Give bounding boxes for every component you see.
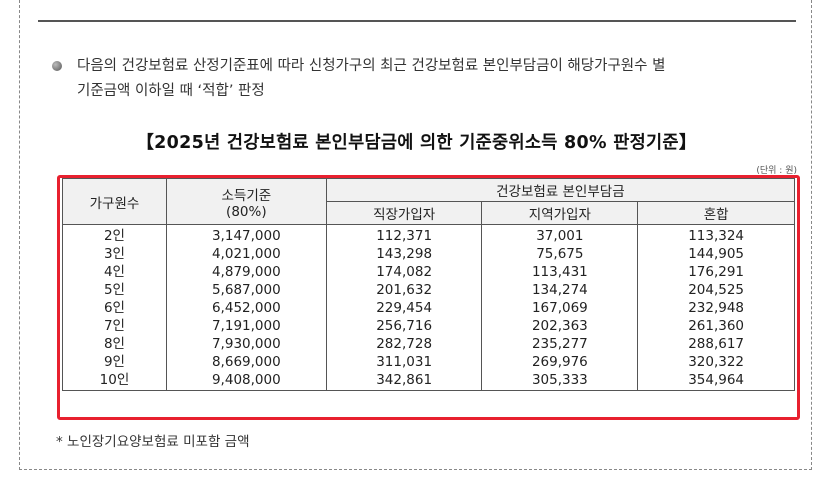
cell-mixed: 288,617 [637, 335, 795, 354]
table-row: 7인 7,191,000 256,716 202,363 261,360 [62, 317, 795, 336]
table-row: 2인 3,147,000 112,371 37,001 113,324 [62, 224, 795, 246]
cell-regional: 235,277 [481, 335, 639, 354]
table-row: 10인 9,408,000 342,861 305,333 354,964 [62, 371, 795, 391]
top-divider [38, 20, 796, 22]
unit-label: (단위 : 원) [756, 166, 797, 176]
cell-employee: 229,454 [325, 299, 483, 318]
header-row-2: 직장가입자 지역가입자 혼합 [63, 201, 795, 225]
header-income: 소득기준 (80%) [165, 178, 327, 225]
footnote: * 노인장기요양보험료 미포함 금액 [56, 434, 250, 450]
criteria-table-wrapper: 가구원수 소득기준 (80%) 건강보험료 본인부담금 직장가입자 지역가입자 … [62, 178, 796, 391]
cell-regional: 134,274 [481, 281, 639, 300]
cell-mixed: 176,291 [637, 263, 795, 282]
cell-employee: 256,716 [325, 317, 483, 336]
cell-income: 7,930,000 [165, 335, 327, 354]
cell-income: 9,408,000 [165, 371, 327, 391]
cell-employee: 342,861 [325, 371, 483, 391]
criteria-table: 가구원수 소득기준 (80%) 건강보험료 본인부담금 직장가입자 지역가입자 … [62, 178, 796, 391]
cell-household: 3인 [62, 245, 167, 264]
cell-income: 7,191,000 [165, 317, 327, 336]
intro-line-1: 다음의 건강보험료 산정기준표에 따라 신청가구의 최근 건강보험료 본인부담금… [77, 58, 666, 74]
cell-employee: 174,082 [325, 263, 483, 282]
cell-household: 4인 [62, 263, 167, 282]
header-employee: 직장가입자 [325, 201, 483, 225]
table-row: 8인 7,930,000 282,728 235,277 288,617 [62, 335, 795, 354]
header-household: 가구원수 [62, 178, 167, 225]
cell-mixed: 320,322 [637, 353, 795, 372]
document-frame [19, 0, 812, 470]
cell-household: 9인 [62, 353, 167, 372]
table-body: 2인 3,147,000 112,371 37,001 113,324 3인 4,021,0… [62, 224, 795, 391]
table-row: 3인 4,021,000 143,298 75,675 144,905 [62, 245, 795, 264]
round-bullet-icon [52, 61, 62, 71]
cell-income: 3,147,000 [165, 224, 327, 246]
cell-regional: 202,363 [481, 317, 639, 336]
intro-line-2: 기준금액 이하일 때 ‘적합’ 판정 [77, 83, 265, 99]
cell-household: 7인 [62, 317, 167, 336]
cell-mixed: 113,324 [637, 224, 795, 246]
cell-income: 4,879,000 [165, 263, 327, 282]
table-row: 6인 6,452,000 229,454 167,069 232,948 [62, 299, 795, 318]
header-row-1: 가구원수 소득기준 (80%) 건강보험료 본인부담금 [62, 178, 796, 225]
cell-mixed: 204,525 [637, 281, 795, 300]
cell-employee: 112,371 [325, 224, 483, 246]
table-row: 9인 8,669,000 311,031 269,976 320,322 [62, 353, 795, 372]
cell-employee: 311,031 [325, 353, 483, 372]
cell-household: 8인 [62, 335, 167, 354]
cell-mixed: 232,948 [637, 299, 795, 318]
cell-household: 6인 [62, 299, 167, 318]
cell-mixed: 261,360 [637, 317, 795, 336]
header-income-line2: (80%) [226, 203, 267, 220]
cell-income: 5,687,000 [165, 281, 327, 300]
header-premium-group: 건강보험료 본인부담금 [325, 178, 796, 202]
cell-household: 10인 [62, 371, 167, 391]
cell-employee: 282,728 [325, 335, 483, 354]
cell-regional: 37,001 [481, 224, 639, 246]
header-regional: 지역가입자 [481, 201, 639, 225]
cell-regional: 113,431 [481, 263, 639, 282]
table-title: 【2025년 건강보험료 본인부담금에 의한 기준중위소득 80% 판정기준】 [136, 133, 697, 153]
table-row: 5인 5,687,000 201,632 134,274 204,525 [62, 281, 795, 300]
table-row: 4인 4,879,000 174,082 113,431 176,291 [62, 263, 795, 282]
cell-employee: 143,298 [325, 245, 483, 264]
cell-mixed: 144,905 [637, 245, 795, 264]
intro-paragraph: 다음의 건강보험료 산정기준표에 따라 신청가구의 최근 건강보험료 본인부담금… [52, 54, 812, 104]
header-mixed: 혼합 [637, 201, 795, 225]
cell-income: 6,452,000 [165, 299, 327, 318]
header-income-line1: 소득기준 [221, 187, 272, 204]
cell-income: 4,021,000 [165, 245, 327, 264]
cell-employee: 201,632 [325, 281, 483, 300]
cell-household: 2인 [62, 224, 167, 246]
cell-regional: 167,069 [481, 299, 639, 318]
cell-income: 8,669,000 [165, 353, 327, 372]
cell-regional: 269,976 [481, 353, 639, 372]
cell-regional: 75,675 [481, 245, 639, 264]
cell-mixed: 354,964 [637, 371, 795, 391]
cell-regional: 305,333 [481, 371, 639, 391]
cell-household: 5인 [62, 281, 167, 300]
